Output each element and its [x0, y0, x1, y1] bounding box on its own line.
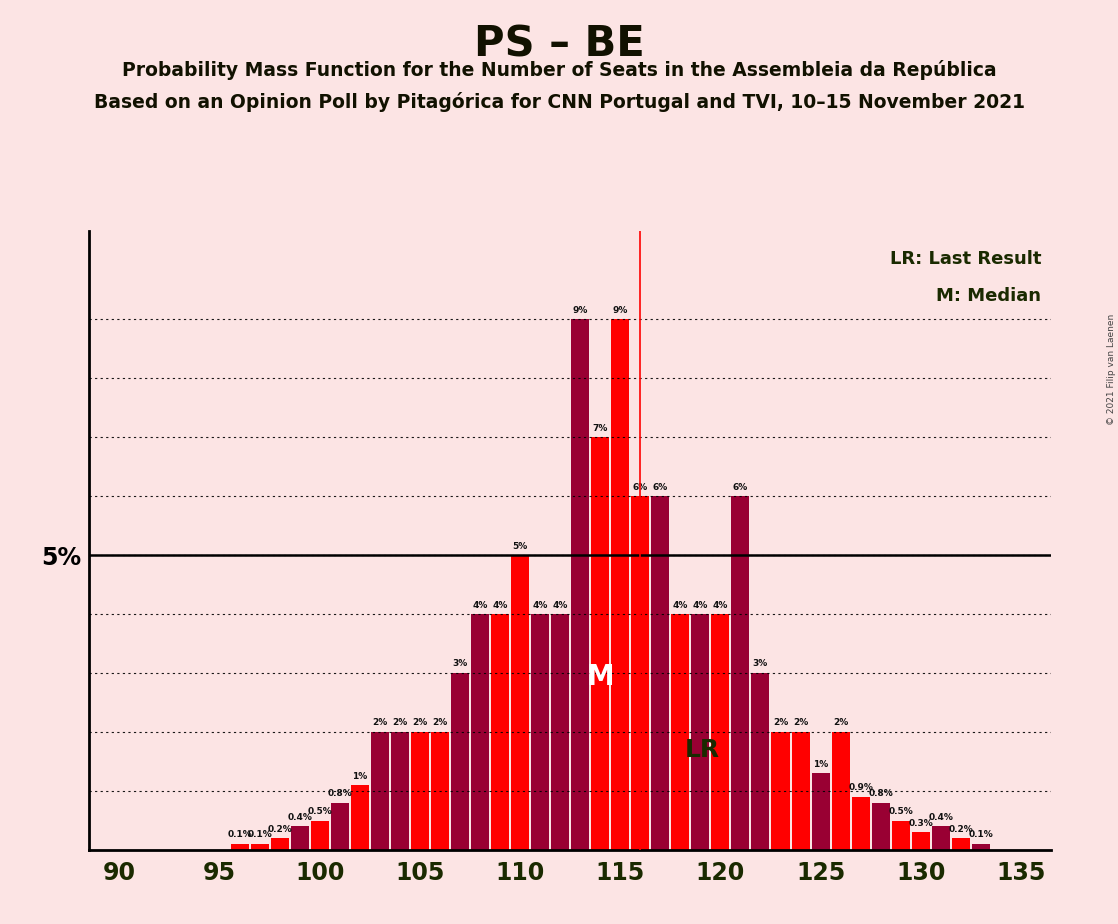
Text: 9%: 9%: [572, 306, 588, 315]
Bar: [591, 437, 609, 850]
Bar: [471, 614, 489, 850]
Bar: [652, 496, 670, 850]
Bar: [430, 732, 449, 850]
Text: 0.8%: 0.8%: [328, 789, 352, 798]
Text: 6%: 6%: [633, 482, 648, 492]
Bar: [911, 833, 930, 850]
Bar: [771, 732, 789, 850]
Bar: [951, 838, 969, 850]
Bar: [711, 614, 729, 850]
Bar: [812, 773, 830, 850]
Text: 2%: 2%: [372, 719, 388, 727]
Bar: [531, 614, 549, 850]
Text: 0.9%: 0.9%: [849, 784, 873, 792]
Bar: [792, 732, 809, 850]
Text: Based on an Opinion Poll by Pitagórica for CNN Portugal and TVI, 10–15 November : Based on an Opinion Poll by Pitagórica f…: [94, 92, 1024, 113]
Bar: [892, 821, 910, 850]
Bar: [511, 555, 529, 850]
Text: 6%: 6%: [732, 482, 748, 492]
Bar: [751, 674, 769, 850]
Text: 0.1%: 0.1%: [227, 831, 252, 840]
Text: 2%: 2%: [793, 719, 808, 727]
Text: 4%: 4%: [492, 601, 508, 610]
Text: 4%: 4%: [552, 601, 568, 610]
Bar: [271, 838, 288, 850]
Bar: [551, 614, 569, 850]
Bar: [852, 797, 870, 850]
Text: 2%: 2%: [392, 719, 408, 727]
Text: 7%: 7%: [593, 423, 608, 432]
Text: 0.2%: 0.2%: [267, 824, 292, 833]
Text: 2%: 2%: [773, 719, 788, 727]
Text: 2%: 2%: [833, 719, 849, 727]
Bar: [291, 826, 309, 850]
Text: PS – BE: PS – BE: [474, 23, 644, 65]
Bar: [491, 614, 509, 850]
Bar: [311, 821, 329, 850]
Text: 1%: 1%: [813, 760, 828, 769]
Bar: [832, 732, 850, 850]
Bar: [351, 785, 369, 850]
Text: 0.8%: 0.8%: [869, 789, 893, 798]
Bar: [391, 732, 409, 850]
Text: 3%: 3%: [453, 660, 467, 668]
Text: LR: Last Result: LR: Last Result: [890, 249, 1041, 268]
Text: 0.4%: 0.4%: [928, 813, 954, 821]
Text: 0.5%: 0.5%: [307, 807, 332, 816]
Bar: [671, 614, 690, 850]
Text: 0.1%: 0.1%: [968, 831, 993, 840]
Text: 4%: 4%: [673, 601, 688, 610]
Text: 9%: 9%: [613, 306, 628, 315]
Bar: [250, 845, 268, 850]
Text: 3%: 3%: [752, 660, 768, 668]
Text: 4%: 4%: [712, 601, 728, 610]
Text: 0.2%: 0.2%: [948, 824, 973, 833]
Text: LR: LR: [684, 738, 720, 762]
Text: M: M: [587, 663, 614, 691]
Text: 5%: 5%: [512, 541, 528, 551]
Bar: [872, 803, 890, 850]
Text: 0.5%: 0.5%: [889, 807, 913, 816]
Bar: [972, 845, 989, 850]
Bar: [411, 732, 429, 850]
Bar: [931, 826, 950, 850]
Text: 0.1%: 0.1%: [247, 831, 272, 840]
Text: 1%: 1%: [352, 772, 368, 781]
Bar: [371, 732, 389, 850]
Bar: [691, 614, 710, 850]
Bar: [571, 320, 589, 850]
Text: © 2021 Filip van Laenen: © 2021 Filip van Laenen: [1107, 314, 1116, 425]
Text: M: Median: M: Median: [936, 286, 1041, 305]
Text: 4%: 4%: [472, 601, 487, 610]
Text: 2%: 2%: [413, 719, 427, 727]
Bar: [331, 803, 349, 850]
Bar: [612, 320, 629, 850]
Text: 0.4%: 0.4%: [287, 813, 312, 821]
Bar: [731, 496, 749, 850]
Text: 0.3%: 0.3%: [908, 819, 934, 828]
Text: 6%: 6%: [653, 482, 667, 492]
Text: 2%: 2%: [433, 719, 447, 727]
Bar: [230, 845, 248, 850]
Text: 4%: 4%: [532, 601, 548, 610]
Text: 4%: 4%: [693, 601, 708, 610]
Bar: [451, 674, 470, 850]
Text: Probability Mass Function for the Number of Seats in the Assembleia da República: Probability Mass Function for the Number…: [122, 60, 996, 80]
Bar: [632, 496, 650, 850]
